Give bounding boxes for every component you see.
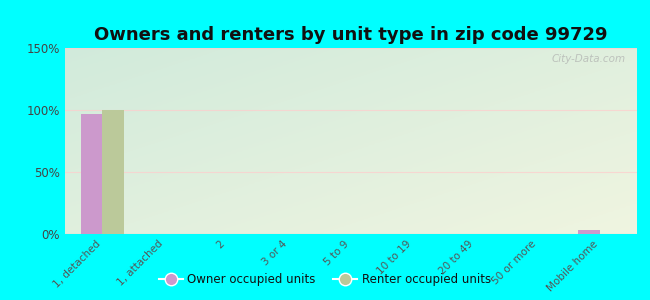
- Bar: [578, 230, 600, 234]
- Title: Owners and renters by unit type in zip code 99729: Owners and renters by unit type in zip c…: [94, 26, 608, 44]
- Bar: [81, 114, 102, 234]
- Bar: [102, 110, 124, 234]
- Text: City-Data.com: City-Data.com: [551, 54, 625, 64]
- Legend: Owner occupied units, Renter occupied units: Owner occupied units, Renter occupied un…: [154, 269, 496, 291]
